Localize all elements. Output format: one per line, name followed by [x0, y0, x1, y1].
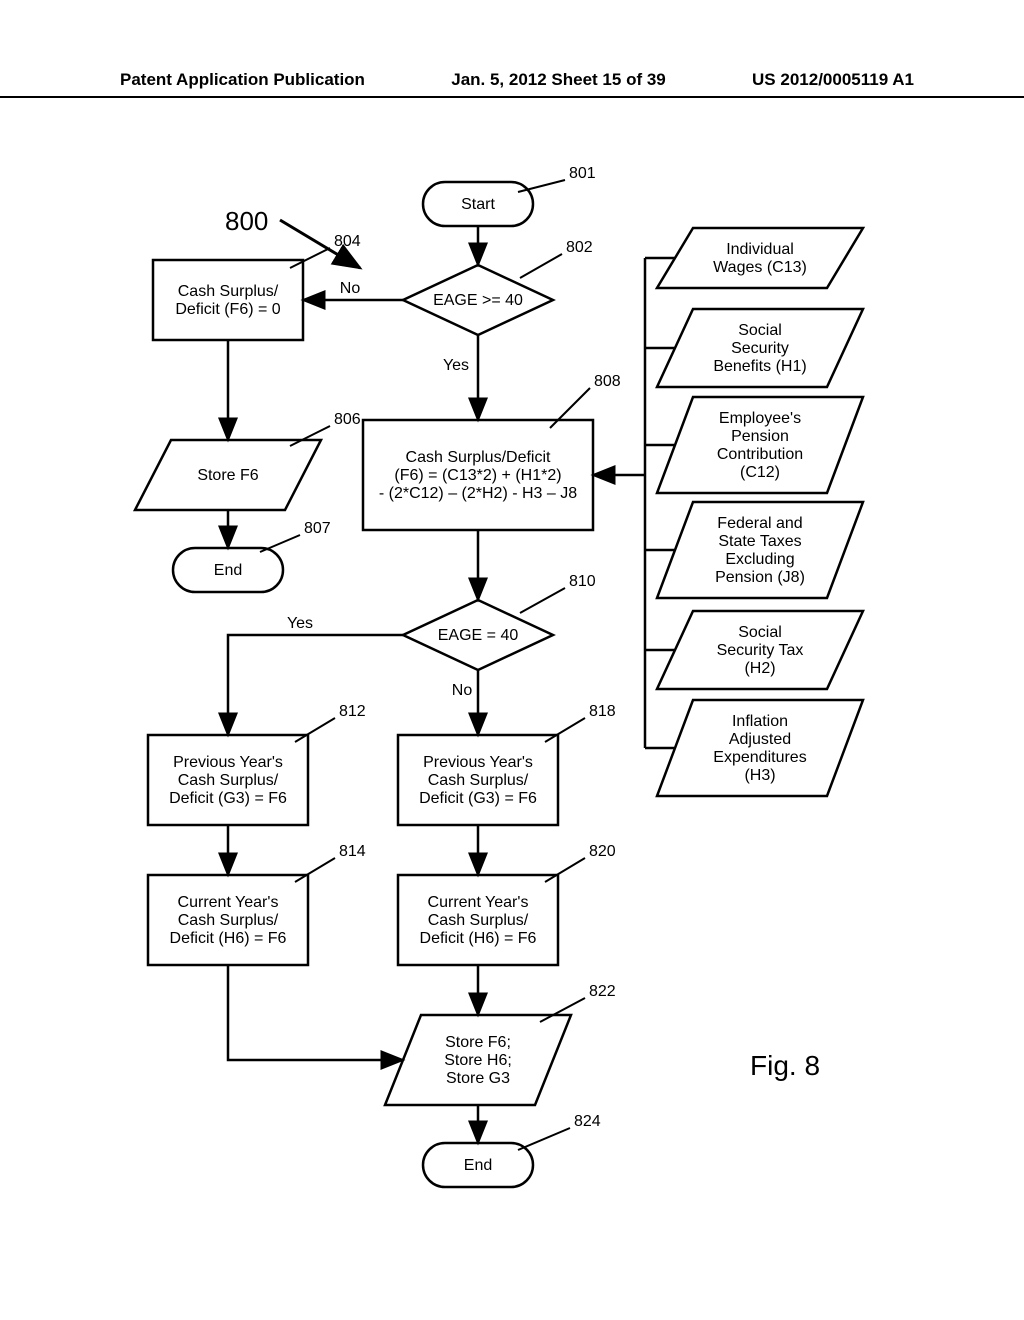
- ref-label-820: 820: [589, 843, 616, 860]
- ref-label-801: 801: [569, 165, 596, 182]
- svg-text:(F6) = (C13*2) + (H1*2): (F6) = (C13*2) + (H1*2): [394, 467, 561, 484]
- svg-text:Cash Surplus/: Cash Surplus/: [178, 912, 279, 929]
- svg-text:Adjusted: Adjusted: [729, 731, 791, 748]
- svg-text:Inflation: Inflation: [732, 713, 788, 730]
- svg-text:(C12): (C12): [740, 464, 780, 481]
- svg-text:- (2*C12) – (2*H2) - H3 – J8: - (2*C12) – (2*H2) - H3 – J8: [379, 485, 577, 502]
- svg-text:Pension: Pension: [731, 428, 789, 445]
- svg-text:Cash Surplus/Deficit: Cash Surplus/Deficit: [406, 449, 552, 466]
- svg-text:Benefits (H1): Benefits (H1): [713, 358, 806, 375]
- svg-text:End: End: [214, 562, 242, 579]
- flowchart-diagram: No Yes Yes No Start EAGE >= 40 Cash Surplus/D…: [0, 0, 1024, 1320]
- leader-802: [520, 254, 562, 278]
- leader-824: [518, 1128, 570, 1150]
- svg-text:End: End: [464, 1157, 492, 1174]
- svg-text:Wages (C13): Wages (C13): [713, 259, 807, 276]
- svg-text:Current Year's: Current Year's: [178, 894, 279, 911]
- leader-804: [290, 248, 330, 268]
- svg-text:Deficit (F6) = 0: Deficit (F6) = 0: [175, 301, 280, 318]
- page: Patent Application Publication Jan. 5, 2…: [0, 0, 1024, 1320]
- svg-text:Store H6;: Store H6;: [444, 1052, 512, 1069]
- svg-text:(H2): (H2): [744, 660, 775, 677]
- svg-text:Deficit (G3) = F6: Deficit (G3) = F6: [419, 790, 537, 807]
- svg-text:(H3): (H3): [744, 767, 775, 784]
- svg-text:Security Tax: Security Tax: [717, 642, 804, 659]
- svg-text:Current Year's: Current Year's: [428, 894, 529, 911]
- edge-label-2: Yes: [443, 357, 469, 374]
- leader-814: [295, 858, 335, 882]
- svg-text:Deficit (H6) = F6: Deficit (H6) = F6: [420, 930, 537, 947]
- svg-text:Employee's: Employee's: [719, 410, 801, 427]
- diagram-ref-label: 800: [225, 206, 268, 236]
- ref-label-824: 824: [574, 1113, 601, 1130]
- ref-label-814: 814: [339, 843, 366, 860]
- svg-text:Social: Social: [738, 624, 782, 641]
- leader-818: [545, 718, 585, 742]
- leader-812: [295, 718, 335, 742]
- svg-text:Expenditures: Expenditures: [713, 749, 806, 766]
- ref-label-812: 812: [339, 703, 366, 720]
- svg-text:State Taxes: State Taxes: [718, 533, 801, 550]
- leader-807: [260, 535, 300, 552]
- svg-text:Deficit (G3) = F6: Deficit (G3) = F6: [169, 790, 287, 807]
- ref-label-802: 802: [566, 239, 593, 256]
- svg-text:Previous Year's: Previous Year's: [423, 754, 533, 771]
- ref-label-806: 806: [334, 411, 361, 428]
- edge-6: [228, 635, 403, 735]
- svg-text:Previous Year's: Previous Year's: [173, 754, 283, 771]
- leader-810: [520, 588, 565, 613]
- edge-label-7: No: [452, 682, 473, 699]
- ref-label-808: 808: [594, 373, 621, 390]
- ref-label-804: 804: [334, 233, 361, 250]
- svg-text:Store G3: Store G3: [446, 1070, 510, 1087]
- leader-822: [540, 998, 585, 1022]
- edge-11: [228, 965, 403, 1060]
- svg-text:Store F6;: Store F6;: [445, 1034, 511, 1051]
- svg-text:Cash Surplus/: Cash Surplus/: [428, 912, 529, 929]
- process-p_zero: [153, 260, 303, 340]
- io-in_c13: [657, 228, 863, 288]
- svg-text:Individual: Individual: [726, 241, 794, 258]
- ref-label-822: 822: [589, 983, 616, 1000]
- svg-text:Federal and: Federal and: [717, 515, 802, 532]
- svg-text:Contribution: Contribution: [717, 446, 803, 463]
- svg-text:Cash Surplus/: Cash Surplus/: [178, 283, 279, 300]
- ref-label-818: 818: [589, 703, 616, 720]
- svg-text:EAGE = 40: EAGE = 40: [438, 627, 519, 644]
- leader-806: [290, 426, 330, 446]
- svg-text:Pension (J8): Pension (J8): [715, 569, 805, 586]
- svg-text:EAGE >= 40: EAGE >= 40: [433, 292, 523, 309]
- leader-808: [550, 388, 590, 428]
- ref-label-807: 807: [304, 520, 331, 537]
- edge-label-6: Yes: [287, 615, 313, 632]
- svg-text:Social: Social: [738, 322, 782, 339]
- ref-label-810: 810: [569, 573, 596, 590]
- figure-label: Fig. 8: [750, 1050, 820, 1081]
- svg-text:Start: Start: [461, 196, 495, 213]
- svg-text:Store F6: Store F6: [197, 467, 258, 484]
- svg-text:Cash Surplus/: Cash Surplus/: [428, 772, 529, 789]
- edge-label-1: No: [340, 280, 361, 297]
- svg-text:Deficit (H6) = F6: Deficit (H6) = F6: [170, 930, 287, 947]
- svg-text:Cash Surplus/: Cash Surplus/: [178, 772, 279, 789]
- leader-820: [545, 858, 585, 882]
- svg-text:Security: Security: [731, 340, 789, 357]
- svg-text:Excluding: Excluding: [725, 551, 794, 568]
